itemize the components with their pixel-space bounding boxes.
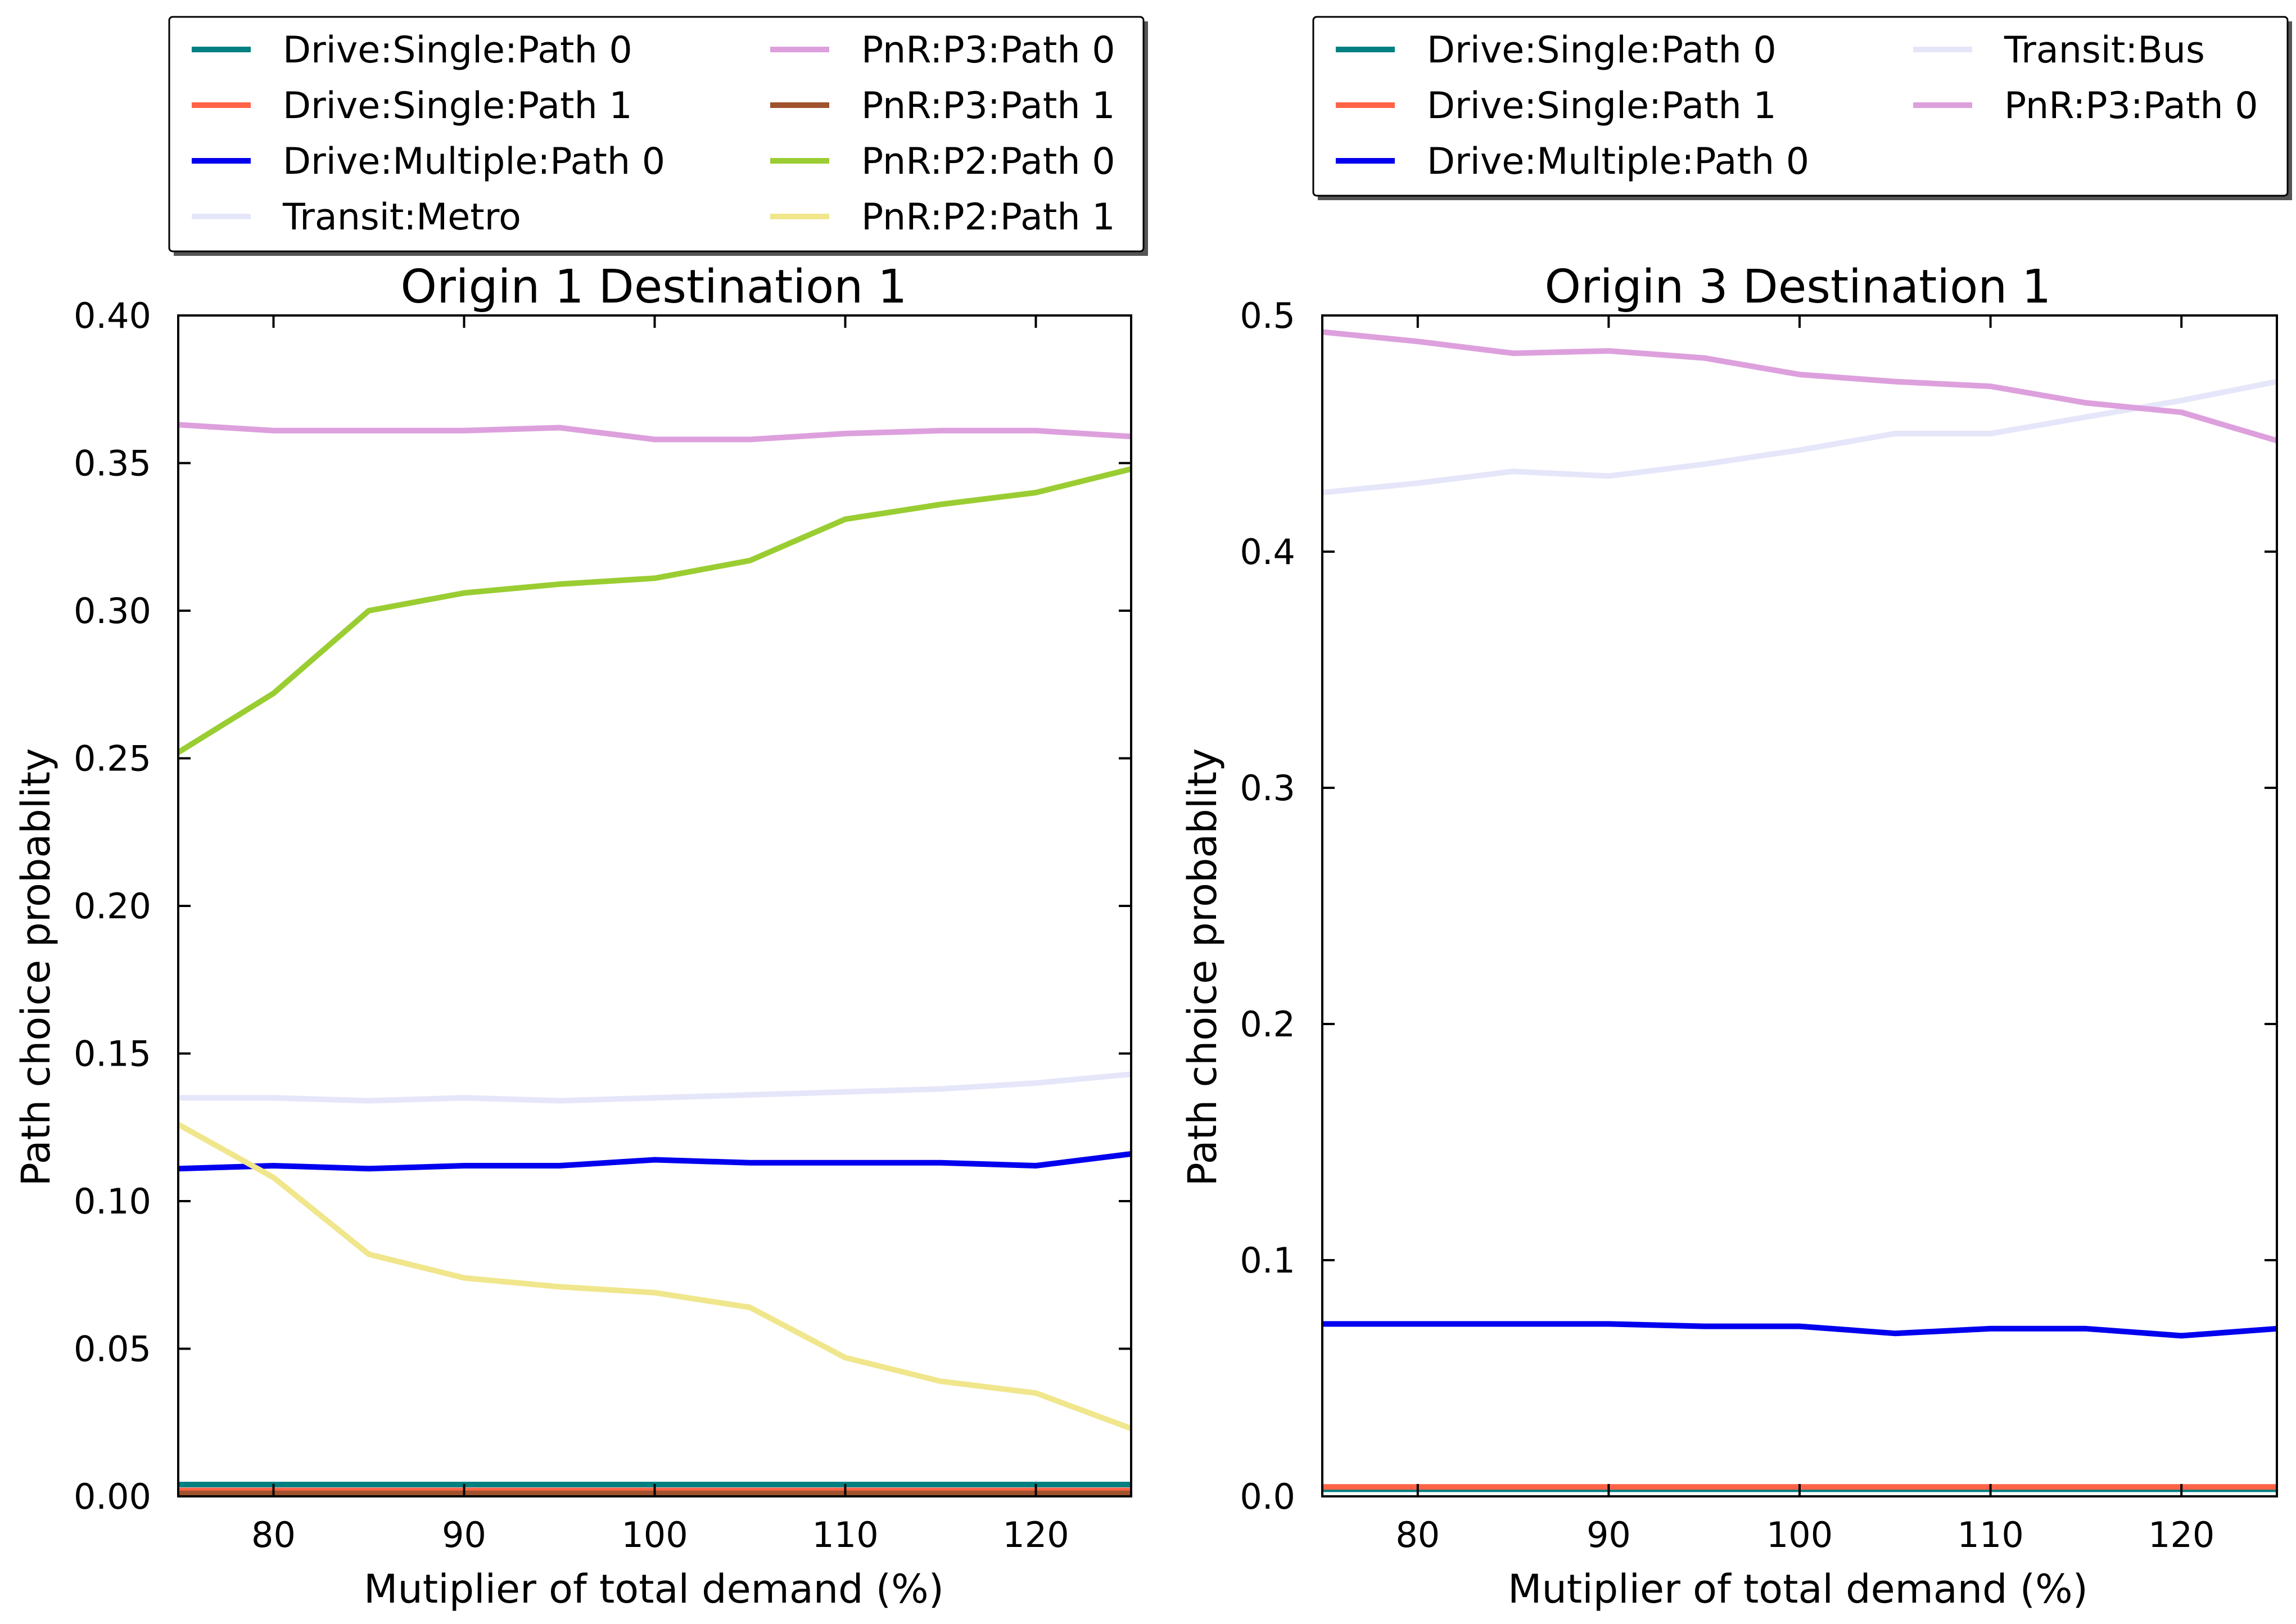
y-axis: 0.00 0.05 0.10 0.15 0.20 0.25 0.30 0.35 0.40 [74,295,1131,1517]
series-line-pnr-p2-path-0 [177,466,1132,755]
legend-item: Drive:Multiple:Path 0 [1336,141,1809,183]
x-axis-label: Mutiplier of total demand (%) [364,1566,944,1612]
legend-label: PnR:P3:Path 1 [861,85,1115,127]
y-tick-label: 0.05 [74,1329,151,1370]
legend-label: Drive:Single:Path 1 [283,85,632,127]
legend-item: Transit:Metro [192,196,521,238]
legend-label: Transit:Metro [282,196,521,238]
legend-item: PnR:P3:Path 0 [1913,85,2258,127]
x-tick-label: 100 [1766,1514,1833,1555]
legend-item: Drive:Single:Path 1 [1336,85,1777,127]
legend-label: PnR:P3:Path 0 [861,29,1115,71]
series-line-pnr-p3-path-0 [178,422,1132,443]
legend-item: PnR:P3:Path 1 [770,85,1115,127]
y-tick-label: 0.3 [1240,768,1295,809]
legend-label: Drive:Multiple:Path 0 [1427,141,1809,183]
chart-origin-3-destination-1: Origin 3 Destination 1 Mutiplier of tota… [1179,16,2292,1612]
y-tick-label: 0.2 [1240,1004,1295,1045]
legend-item: Transit:Bus [1913,29,2205,71]
chart-title: Origin 3 Destination 1 [1545,260,2051,314]
legend-item: PnR:P3:Path 0 [770,29,1115,71]
x-tick-label: 80 [251,1514,296,1555]
y-tick-label: 0.10 [74,1181,151,1222]
x-tick-label: 110 [1957,1514,2023,1555]
y-tick-label: 0.30 [74,590,151,631]
y-axis-label: Path choice probablity [13,748,59,1187]
series-line-pnr-p3-path-0 [1322,329,2278,444]
legend-label: Drive:Single:Path 1 [1427,85,1777,127]
x-tick-label: 90 [442,1514,486,1555]
series-line-drive-multiple-path-0 [1322,1321,2277,1339]
legend-item: PnR:P2:Path 0 [770,141,1115,183]
x-tick-label: 80 [1395,1514,1440,1555]
x-tick-label: 90 [1587,1514,1631,1555]
legend-label: Drive:Single:Path 0 [1427,29,1777,71]
y-tick-label: 0.20 [74,886,151,927]
x-axis: 80 90 100 110 120 [1395,315,2214,1555]
legend-item: Drive:Single:Path 0 [1336,29,1777,71]
legend-item: PnR:P2:Path 1 [770,196,1115,238]
legend-box [168,16,1145,252]
x-tick-label: 100 [621,1514,688,1555]
legend-label: Transit:Bus [2004,29,2205,71]
legend-item: Drive:Single:Path 0 [192,29,632,71]
legend-label: PnR:P2:Path 1 [861,196,1115,238]
legend-box [1312,16,2289,197]
x-axis-label: Mutiplier of total demand (%) [1508,1566,2088,1612]
x-tick-label: 110 [812,1514,878,1555]
y-axis-label: Path choice probablity [1179,748,1226,1187]
legend-label: PnR:P3:Path 0 [2004,85,2258,127]
series-line-transit-metro [178,1071,1132,1104]
x-axis: 80 90 100 110 120 [251,315,1069,1555]
y-tick-label: 0.15 [74,1034,151,1075]
legend-label: Drive:Single:Path 0 [283,29,632,71]
series-line-transit-bus [1322,378,2277,495]
series-line-pnr-p2-path-1 [177,1122,1132,1431]
chart-title: Origin 1 Destination 1 [401,260,907,314]
legend: Drive:Single:Path 0 Drive:Single:Path 1 Dr… [168,16,1148,256]
x-tick-label: 120 [1002,1514,1069,1555]
x-tick-label: 120 [2148,1514,2214,1555]
y-tick-label: 0.35 [74,443,151,484]
y-tick-label: 0.00 [74,1476,151,1517]
legend-item: Drive:Multiple:Path 0 [192,141,665,183]
series-line-drive-multiple-path-0 [178,1151,1132,1172]
y-tick-label: 0.0 [1240,1476,1295,1517]
legend: Drive:Single:Path 0 Drive:Single:Path 1 Dr… [1312,16,2292,200]
legend-item: Drive:Single:Path 1 [192,85,632,127]
y-axis: 0.0 0.1 0.2 0.3 0.4 0.5 [1240,295,2277,1517]
y-tick-label: 0.40 [74,295,151,336]
legend-label: PnR:P2:Path 0 [861,141,1115,183]
y-tick-label: 0.5 [1240,295,1295,336]
y-tick-label: 0.25 [74,738,151,779]
legend-label: Drive:Multiple:Path 0 [283,141,665,183]
series-lines [1322,329,2278,1492]
chart-origin-1-destination-1: Origin 1 Destination 1 Mutiplier of tota… [13,16,1148,1612]
y-tick-label: 0.4 [1240,531,1295,572]
y-tick-label: 0.1 [1240,1240,1295,1281]
